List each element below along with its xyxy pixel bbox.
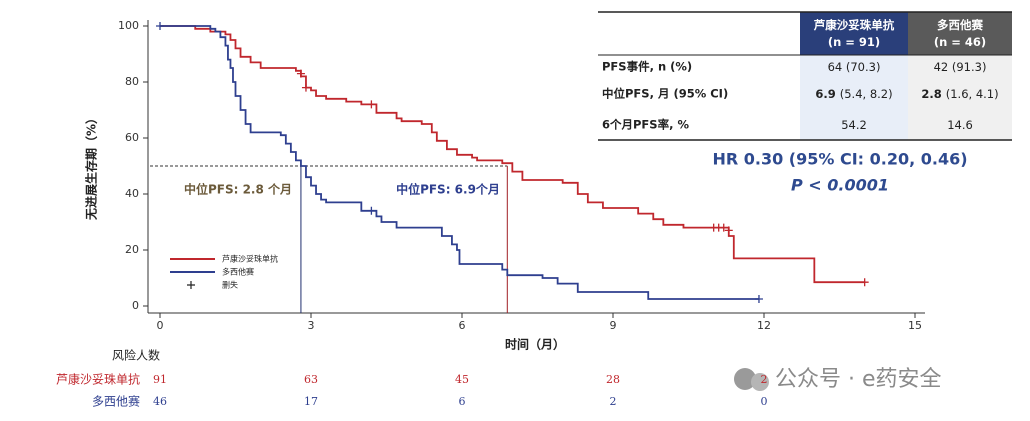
hr-text: HR 0.30 (95% CI: 0.20, 0.46) <box>712 150 967 169</box>
x-tick-label: 9 <box>610 319 617 332</box>
table-cell-bold: 6.9 <box>815 87 835 101</box>
censor-mark <box>719 223 728 232</box>
risk-count: 2 <box>761 373 768 386</box>
risk-count: 17 <box>304 395 318 408</box>
table-cell-text: 64 (70.3) <box>828 60 881 74</box>
median-annotation: 中位PFS: 2.8 个月 <box>184 182 292 197</box>
table-header: 多西他赛 (n = 46) <box>934 18 986 49</box>
table-cell: 14.6 <box>947 118 973 132</box>
median-annotation: 中位PFS: 6.9个月 <box>396 182 500 197</box>
censor-mark <box>367 100 376 109</box>
y-tick-label: 20 <box>125 243 139 256</box>
table-cell-bold: 2.8 <box>921 87 941 101</box>
x-tick-label: 0 <box>157 319 164 332</box>
table-header-line: 多西他赛 <box>937 18 983 32</box>
censor-mark <box>296 69 305 78</box>
risk-count: 28 <box>606 373 620 386</box>
legend-censor <box>187 281 195 289</box>
table-row-label: 6个月PFS率, % <box>602 118 689 132</box>
censor-mark <box>367 206 376 215</box>
table-cell-bg <box>908 55 1012 140</box>
risk-count: 2 <box>610 395 617 408</box>
table-cell-text: 42 (91.3) <box>934 60 987 74</box>
table-row-label: PFS事件, n (%) <box>602 60 692 74</box>
y-tick-label: 0 <box>132 299 139 312</box>
table-row-label: 中位PFS, 月 (95% CI) <box>602 87 728 101</box>
censor-mark <box>860 278 869 287</box>
table-header-line: 芦康沙妥珠单抗 <box>814 18 895 32</box>
table-header: 芦康沙妥珠单抗 (n = 91) <box>814 18 895 49</box>
y-tick-label: 80 <box>125 75 139 88</box>
risk-row-label: 多西他赛 <box>92 394 140 409</box>
table-cell: 42 (91.3) <box>934 60 987 74</box>
x-tick-label: 12 <box>757 319 771 332</box>
table-cell: 2.8 (1.6, 4.1) <box>921 87 998 101</box>
censor-mark <box>301 83 310 92</box>
y-axis-label: 无进展生存期（%） <box>84 112 99 221</box>
censor-mark <box>156 22 164 30</box>
legend-label: 删失 <box>222 280 238 290</box>
p-text: P < 0.0001 <box>791 176 889 195</box>
x-tick-label: 15 <box>908 319 922 332</box>
risk-count: 0 <box>761 395 768 408</box>
table-cell-bg <box>908 12 1012 55</box>
risk-count: 63 <box>304 373 318 386</box>
watermark: 公众号 · e药安全 <box>775 367 942 392</box>
table-cell: 54.2 <box>841 118 867 132</box>
risk-count: 45 <box>455 373 469 386</box>
risk-count: 46 <box>153 395 167 408</box>
table-cell-bg <box>800 55 908 140</box>
survival-line <box>160 25 865 284</box>
table-cell: 6.9 (5.4, 8.2) <box>815 87 892 101</box>
risk-row-label: 芦康沙妥珠单抗 <box>56 372 140 387</box>
legend-label: 芦康沙妥珠单抗 <box>222 254 278 264</box>
legend-label: 多西他赛 <box>222 267 254 277</box>
table-cell-text: (5.4, 8.2) <box>840 87 893 101</box>
x-tick-label: 6 <box>459 319 466 332</box>
watermark-icon <box>734 368 769 391</box>
risk-title: 风险人数 <box>112 348 160 363</box>
x-tick-label: 3 <box>308 319 315 332</box>
risk-count: 6 <box>459 395 466 408</box>
y-tick-label: 100 <box>118 19 139 32</box>
x-axis-label: 时间（月） <box>505 337 565 352</box>
y-tick-label: 40 <box>125 187 139 200</box>
y-tick-label: 60 <box>125 131 139 144</box>
table-cell-bg <box>800 12 908 55</box>
censor-mark <box>754 295 763 303</box>
table-cell: 64 (70.3) <box>828 60 881 74</box>
censor-mark <box>724 226 733 235</box>
table-header-line: (n = 46) <box>934 35 986 49</box>
table-cell-text: (1.6, 4.1) <box>946 87 999 101</box>
table-cell-text: 54.2 <box>841 118 867 132</box>
table-cell-text: 14.6 <box>947 118 973 132</box>
survival-line <box>160 25 759 300</box>
table-header-line: (n = 91) <box>828 35 880 49</box>
risk-count: 91 <box>153 373 167 386</box>
